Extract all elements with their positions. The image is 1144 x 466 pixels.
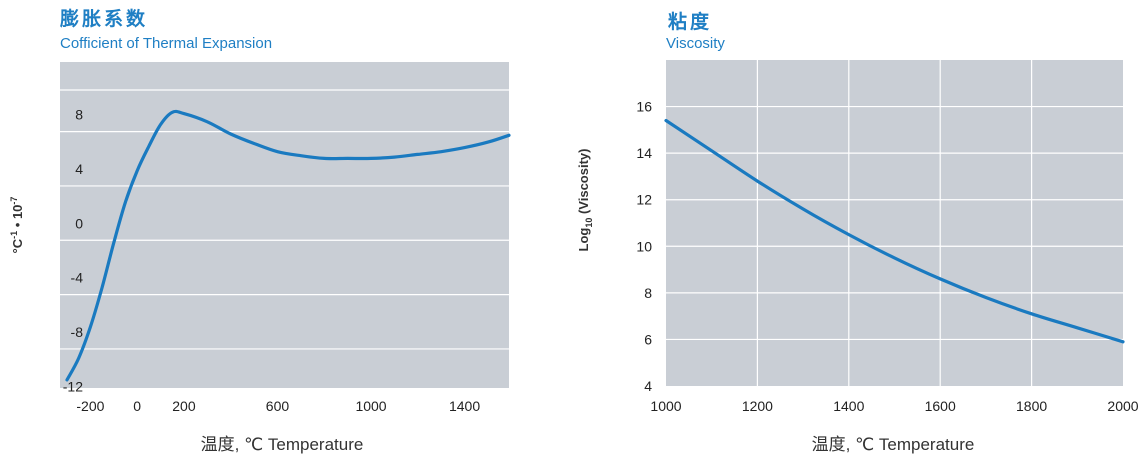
- viscosity-y-tick-label: 12: [636, 192, 652, 208]
- expansion-x-tick-label: 0: [133, 398, 141, 414]
- expansion-y-tick-label: 0: [75, 215, 83, 231]
- expansion-x-axis-label: 温度, ℃ Temperature: [201, 435, 364, 454]
- viscosity-grid: [666, 60, 1123, 386]
- expansion-series-line: [65, 109, 511, 382]
- viscosity-y-axis-label: Log10 (Viscosity): [576, 149, 594, 252]
- expansion-chart-title: 膨胀系数: [59, 7, 148, 30]
- viscosity-y-tick-label: 16: [636, 99, 652, 115]
- expansion-x-tick-label: -200: [76, 398, 104, 414]
- viscosity-series-line: [664, 118, 1125, 344]
- viscosity-chart-subtitle: Viscosity: [666, 35, 725, 52]
- viscosity-chart: 粘度 Viscosity 16 14 12 10 8 6 4 1000 1200 1400 160…: [576, 10, 1139, 454]
- viscosity-x-tick-label: 2000: [1107, 398, 1138, 414]
- viscosity-x-ticks: 1000 1200 1400 1600 1800 2000: [650, 398, 1138, 414]
- expansion-x-tick-label: 200: [172, 398, 196, 414]
- viscosity-y-tick-label: 4: [644, 378, 652, 394]
- viscosity-x-tick-label: 1600: [925, 398, 956, 414]
- expansion-y-tick-label: -4: [71, 270, 84, 286]
- expansion-x-tick-label: 1000: [355, 398, 386, 414]
- viscosity-x-tick-label: 1800: [1016, 398, 1047, 414]
- viscosity-y-ticks: 16 14 12 10 8 6 4: [636, 99, 652, 394]
- expansion-y-tick-label: 8: [75, 107, 83, 123]
- expansion-plot-area: [60, 62, 509, 388]
- viscosity-x-tick-label: 1400: [833, 398, 864, 414]
- viscosity-y-tick-label: 6: [644, 331, 652, 347]
- expansion-chart: 膨胀系数 Cofficient of Thermal Expansion 8 4 0…: [9, 7, 511, 454]
- expansion-y-tick-label: -12: [63, 378, 83, 394]
- expansion-x-tick-label: 600: [266, 398, 290, 414]
- expansion-grid: [60, 89, 509, 404]
- viscosity-y-tick-label: 10: [636, 238, 652, 254]
- viscosity-plot-area: [666, 60, 1123, 386]
- expansion-y-ticks: 8 4 0 -4 -8 -12: [63, 107, 83, 395]
- expansion-chart-subtitle: Cofficient of Thermal Expansion: [60, 35, 272, 52]
- viscosity-y-tick-label: 8: [644, 285, 652, 301]
- viscosity-x-tick-label: 1000: [650, 398, 681, 414]
- viscosity-x-tick-label: 1200: [742, 398, 773, 414]
- viscosity-chart-title: 粘度: [668, 10, 712, 33]
- expansion-y-tick-label: 4: [75, 161, 83, 177]
- expansion-y-tick-label: -8: [71, 324, 84, 340]
- viscosity-y-tick-label: 14: [636, 145, 652, 161]
- expansion-x-tick-label: 1400: [449, 398, 480, 414]
- viscosity-x-axis-label: 温度, ℃ Temperature: [812, 435, 975, 454]
- expansion-y-axis-label: °C-1 • 10-7: [9, 197, 25, 254]
- expansion-x-ticks: -200 0 200 600 1000 1400: [76, 398, 480, 414]
